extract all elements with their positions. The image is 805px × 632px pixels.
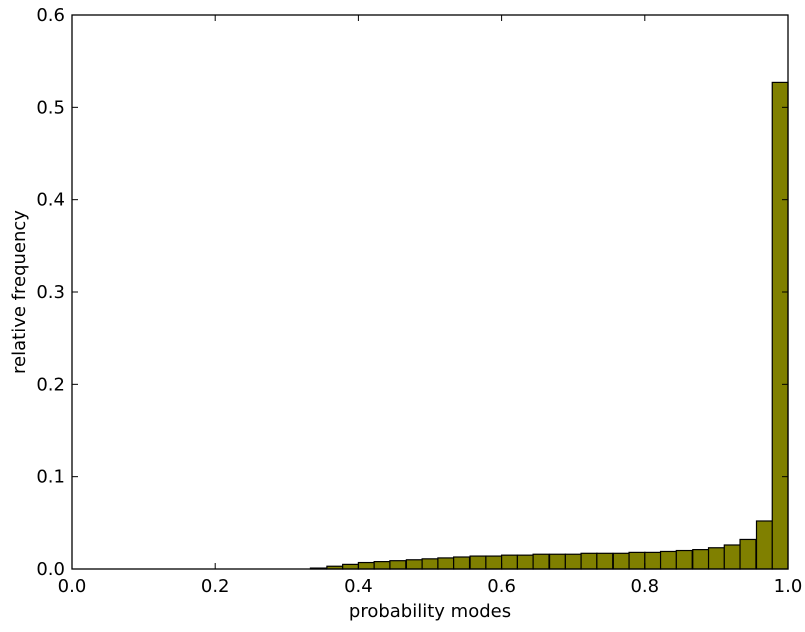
histogram-bar-8 bbox=[437, 557, 455, 570]
histogram-bar-28 bbox=[755, 520, 773, 570]
histogram-bar-22 bbox=[659, 550, 678, 570]
histogram-bar-7 bbox=[421, 558, 439, 570]
x-axis-label: probability modes bbox=[349, 601, 511, 622]
x-tick-label-4: 0.8 bbox=[630, 576, 659, 597]
histogram-bar-9 bbox=[453, 556, 471, 570]
histogram-bar-6 bbox=[405, 559, 423, 570]
bars-layer bbox=[309, 81, 789, 570]
y-tick-label-4: 0.4 bbox=[36, 190, 65, 211]
y-axis-label: relative frequency bbox=[9, 210, 30, 374]
x-tick-label-5: 1.0 bbox=[774, 576, 803, 597]
histogram-bar-14 bbox=[532, 553, 550, 570]
histogram-bar-23 bbox=[675, 549, 693, 570]
histogram-bar-2 bbox=[342, 563, 360, 570]
histogram-bar-21 bbox=[644, 551, 662, 570]
histogram-bar-27 bbox=[739, 538, 757, 570]
histogram-bar-5 bbox=[389, 560, 407, 570]
y-tick-label-3: 0.3 bbox=[36, 282, 65, 303]
histogram-bar-26 bbox=[723, 544, 741, 570]
histogram-bar-16 bbox=[564, 553, 582, 570]
y-tick-label-1: 0.1 bbox=[36, 467, 65, 488]
x-tick-label-2: 0.4 bbox=[344, 576, 373, 597]
x-tick-label-1: 0.2 bbox=[201, 576, 230, 597]
y-tick-label-0: 0.0 bbox=[36, 559, 65, 580]
histogram-bar-11 bbox=[485, 555, 503, 570]
histogram-bar-19 bbox=[612, 552, 630, 570]
histogram-bar-3 bbox=[357, 561, 375, 570]
histogram-bar-4 bbox=[373, 561, 391, 570]
histogram-bar-17 bbox=[580, 552, 598, 570]
histogram-bar-20 bbox=[628, 551, 646, 570]
histogram-bar-24 bbox=[692, 549, 710, 570]
x-tick-label-3: 0.6 bbox=[487, 576, 516, 597]
y-tick-label-5: 0.5 bbox=[36, 97, 65, 118]
histogram-bar-25 bbox=[707, 547, 726, 570]
histogram-bar-13 bbox=[516, 554, 534, 570]
histogram-bar-12 bbox=[501, 554, 519, 570]
y-tick-label-2: 0.2 bbox=[36, 374, 65, 395]
histogram-bar-18 bbox=[596, 552, 614, 570]
y-tick-label-6: 0.6 bbox=[36, 5, 65, 26]
histogram-bar-29 bbox=[771, 81, 789, 570]
ticks-layer: 0.0 0.2 0.4 0.6 0.8 1.0 0.0 0.1 0.2 0.3 0.4 0.5 0.6 bbox=[36, 5, 802, 597]
histogram-bar-10 bbox=[469, 555, 487, 570]
histogram-bar-15 bbox=[548, 553, 567, 570]
x-tick-label-0: 0.0 bbox=[58, 576, 87, 597]
